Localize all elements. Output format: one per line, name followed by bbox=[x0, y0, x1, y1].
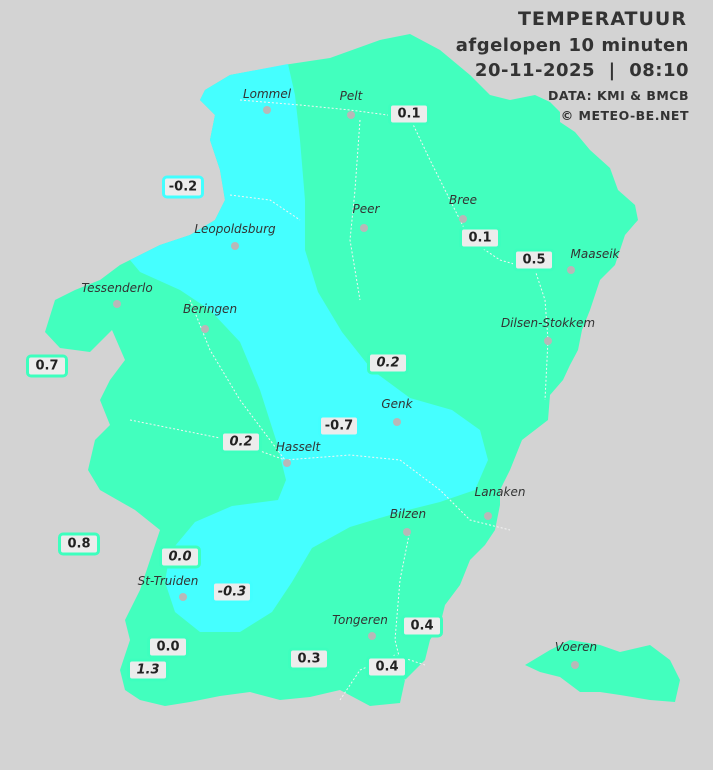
city-dot bbox=[459, 215, 467, 223]
voeren-exclave bbox=[525, 640, 680, 702]
map-datetime: 20-11-2025 | 08:10 bbox=[474, 60, 689, 81]
city-dot bbox=[347, 111, 355, 119]
station-value: 0.2 bbox=[220, 430, 262, 454]
city-dot bbox=[544, 337, 552, 345]
city-label: Bilzen bbox=[389, 507, 427, 521]
station-value: 0.4 bbox=[401, 614, 443, 638]
station-value: 0.5 bbox=[513, 248, 555, 272]
city-label: Maaseik bbox=[570, 247, 620, 261]
station-value: 1.3 bbox=[127, 658, 169, 682]
city-label: Hasselt bbox=[275, 440, 321, 454]
city-dot bbox=[484, 512, 492, 520]
city-dot bbox=[393, 418, 401, 426]
city-label: Tessenderlo bbox=[81, 281, 153, 295]
city-dot bbox=[179, 593, 187, 601]
city-label: Bree bbox=[449, 193, 477, 207]
city-label: Beringen bbox=[182, 302, 238, 316]
station-value: 0.2 bbox=[367, 351, 409, 375]
station-value: 0.3 bbox=[288, 647, 330, 671]
city-label: Dilsen-Stokkem bbox=[500, 316, 596, 330]
station-value: 0.8 bbox=[58, 532, 100, 556]
city-label: Pelt bbox=[339, 89, 363, 103]
roads bbox=[129, 99, 549, 701]
station-value: -0.2 bbox=[162, 175, 204, 199]
city-dot bbox=[113, 300, 121, 308]
city-dot bbox=[403, 528, 411, 536]
city-label: St-Truiden bbox=[137, 574, 199, 588]
map-subtitle: afgelopen 10 minuten bbox=[455, 35, 689, 56]
map-title: TEMPERATUUR bbox=[517, 8, 687, 30]
station-value: 0.1 bbox=[388, 102, 430, 126]
cold-zone bbox=[130, 64, 488, 632]
city-label: Leopoldsburg bbox=[194, 222, 276, 236]
copyright: © METEO-BE.NET bbox=[560, 108, 689, 123]
station-value: -0.3 bbox=[211, 580, 253, 604]
data-source: DATA: KMI & BMCB bbox=[548, 88, 689, 103]
station-value: 0.0 bbox=[147, 635, 189, 659]
city-dot bbox=[201, 325, 209, 333]
city-label: Genk bbox=[381, 397, 413, 411]
station-value: 0.1 bbox=[459, 226, 501, 250]
city-label: Voeren bbox=[554, 640, 598, 654]
station-value: 0.4 bbox=[366, 655, 408, 679]
station-value: -0.7 bbox=[318, 414, 360, 438]
city-dot bbox=[263, 106, 271, 114]
station-value: 0.7 bbox=[26, 354, 68, 378]
city-dot bbox=[283, 459, 291, 467]
city-dot bbox=[571, 661, 579, 669]
city-label: Tongeren bbox=[332, 613, 388, 627]
city-dot bbox=[368, 632, 376, 640]
city-label: Lommel bbox=[242, 87, 292, 101]
city-dot bbox=[231, 242, 239, 250]
city-label: Peer bbox=[352, 202, 380, 216]
city-dot bbox=[567, 266, 575, 274]
city-dot bbox=[360, 224, 368, 232]
city-label: Lanaken bbox=[474, 485, 526, 499]
station-value: 0.0 bbox=[159, 545, 201, 569]
